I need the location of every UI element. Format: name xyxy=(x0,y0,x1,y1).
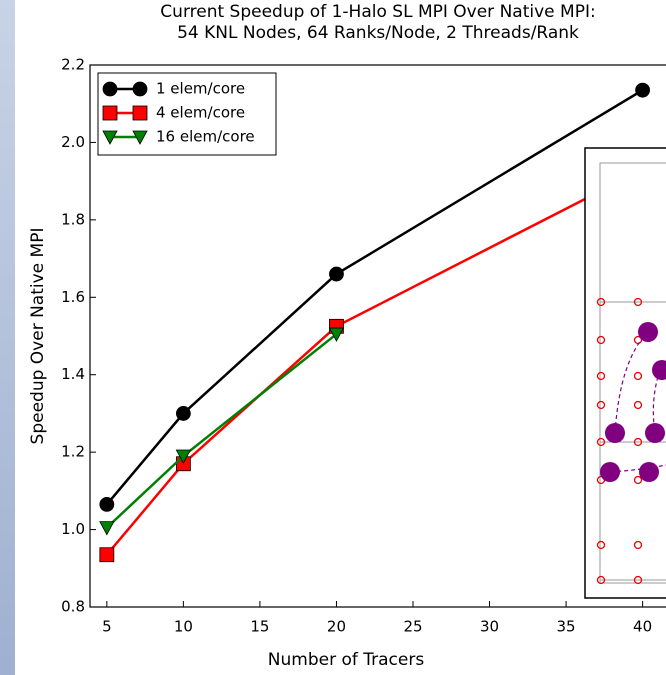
legend-label: 1 elem/core xyxy=(156,80,245,98)
marker xyxy=(132,130,148,145)
plot-area: 0.8 1.0 1.2 1.4 1.6 1.8 2.0 2.2 5 10 15 20 25 30 35 40 1… xyxy=(61,56,666,636)
chart-title: Current Speedup of 1-Halo SL MPI Over Na… xyxy=(160,2,595,22)
marker xyxy=(99,497,115,512)
marker xyxy=(132,81,148,97)
x-tick-label: 5 xyxy=(102,618,112,636)
y-tick-label: 1.8 xyxy=(61,210,85,228)
y-tick-label: 1.6 xyxy=(61,288,85,306)
y-tick-label: 1.0 xyxy=(61,520,85,538)
legend-label: 4 elem/core xyxy=(156,104,245,122)
x-tick-label: 35 xyxy=(557,618,576,636)
marker xyxy=(99,547,115,563)
series-line xyxy=(105,89,644,506)
marker xyxy=(132,105,148,121)
y-tick-label: 2.2 xyxy=(61,56,85,74)
marker xyxy=(99,521,115,536)
marker xyxy=(635,82,651,98)
inset-particles xyxy=(600,322,666,482)
marker xyxy=(102,81,118,97)
x-tick-label: 20 xyxy=(327,618,346,636)
chart-subtitle: 54 KNL Nodes, 64 Ranks/Node, 2 Threads/R… xyxy=(177,23,579,43)
legend: 1 elem/core 4 elem/core 16 elem/core xyxy=(97,72,277,156)
y-tick-label: 2.0 xyxy=(61,133,85,151)
plot-frame xyxy=(89,64,666,608)
y-tick-label: 1.2 xyxy=(61,443,85,461)
legend-label: 16 elem/core xyxy=(156,128,255,146)
y-tick-label: 1.4 xyxy=(61,365,85,383)
x-tick-label: 10 xyxy=(174,618,193,636)
x-tick-label: 15 xyxy=(250,618,269,636)
y-axis-label: Speedup Over Native MPI xyxy=(28,228,48,445)
inset-diagram xyxy=(584,147,666,599)
marker xyxy=(175,449,192,464)
x-tick-label: 40 xyxy=(633,618,652,636)
x-axis-label: Number of Tracers xyxy=(268,650,425,670)
marker xyxy=(102,130,118,145)
marker xyxy=(328,327,345,342)
marker xyxy=(175,406,191,421)
y-tick-label: 0.8 xyxy=(61,598,85,616)
marker xyxy=(329,266,344,282)
marker xyxy=(102,105,118,121)
x-tick-label: 30 xyxy=(480,618,499,636)
x-tick-label: 25 xyxy=(403,618,422,636)
